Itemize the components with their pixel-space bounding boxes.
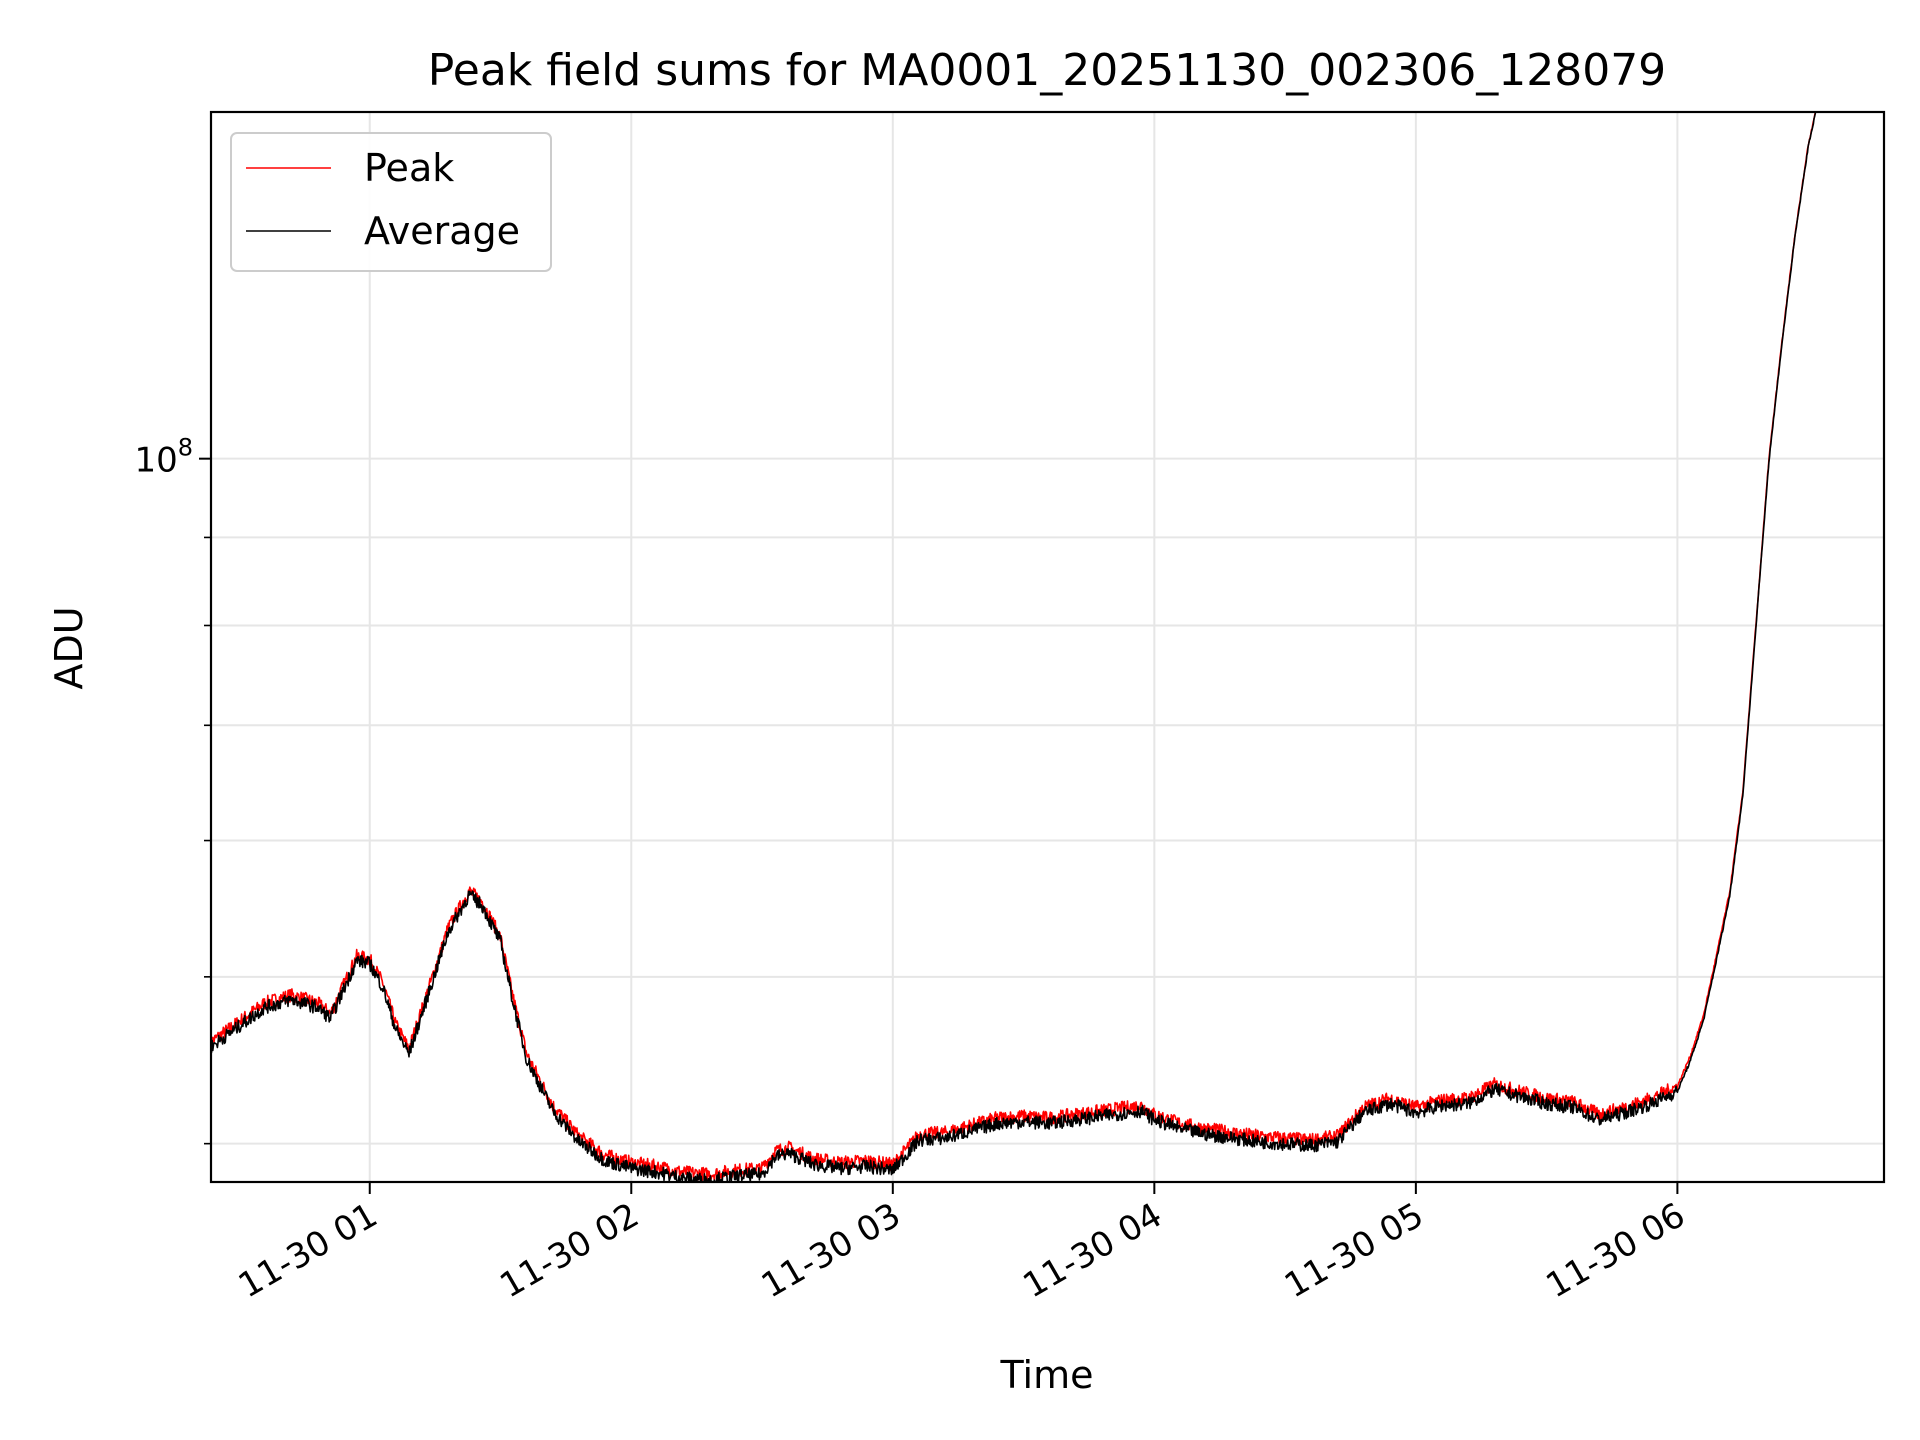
x-tick-label: 11-30 01 <box>232 1195 384 1306</box>
series-layer <box>211 112 1817 1182</box>
chart-title: Peak field sums for MA0001_20251130_0023… <box>428 45 1666 96</box>
y-tick-exponent: 8 <box>178 434 193 462</box>
x-axis-label: Time <box>1000 1353 1094 1397</box>
x-tick-label: 11-30 05 <box>1278 1195 1430 1306</box>
grid <box>211 112 1884 1182</box>
y-axis-label: ADU <box>47 606 91 689</box>
y-tick-base: 10 <box>134 441 177 481</box>
plot-frame <box>209 110 1886 1184</box>
x-tick-label: 11-30 04 <box>1016 1195 1168 1306</box>
series-line-average <box>211 112 1817 1182</box>
x-tick-label: 11-30 02 <box>493 1195 645 1306</box>
x-tick-label: 11-30 06 <box>1539 1195 1691 1306</box>
legend-label-peak: Peak <box>364 146 454 190</box>
y-axis: 108 <box>134 434 211 1145</box>
legend-label-average: Average <box>364 209 520 253</box>
x-axis: 11-30 01 11-30 02 11-30 03 11-30 04 11-30 05… <box>232 1182 1692 1306</box>
x-tick-label: 11-30 03 <box>755 1195 907 1306</box>
y-tick-label: 108 <box>134 434 193 481</box>
legend: Peak Average <box>230 132 552 272</box>
